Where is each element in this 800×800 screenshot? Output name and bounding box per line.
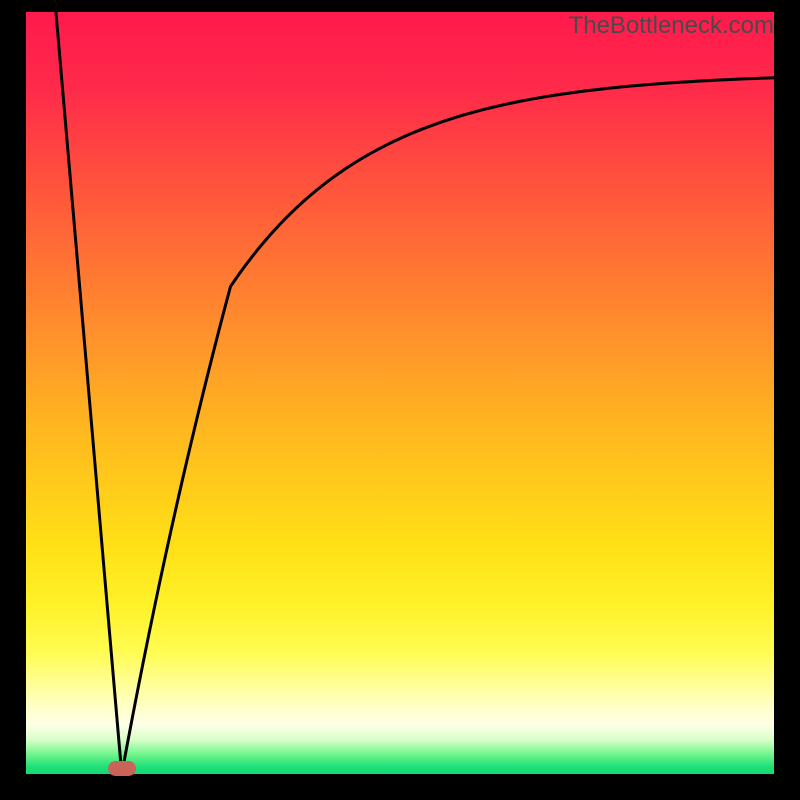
minimum-marker — [108, 761, 136, 776]
chart-svg — [0, 0, 800, 800]
chart-container: TheBottleneck.com — [0, 0, 800, 800]
watermark-label: TheBottleneck.com — [569, 12, 774, 40]
plot-background — [26, 12, 774, 774]
